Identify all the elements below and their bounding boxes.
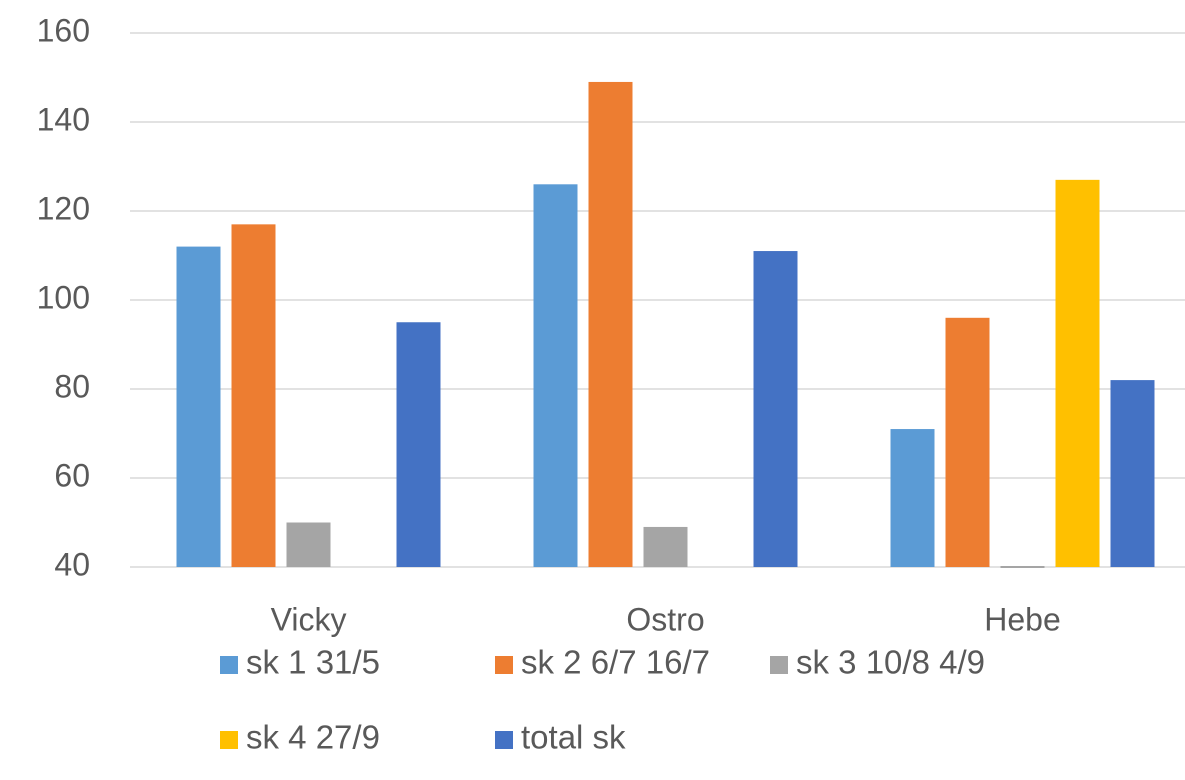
legend-swatch (220, 731, 238, 749)
bar (286, 522, 331, 567)
y-tick-label: 100 (37, 279, 90, 315)
legend-swatch (495, 731, 513, 749)
bar (1055, 179, 1100, 567)
bar (396, 322, 441, 567)
bar (231, 224, 276, 567)
bar (643, 526, 688, 567)
legend-swatch (220, 656, 238, 674)
bar (533, 184, 578, 568)
legend-label: total sk (521, 719, 626, 756)
y-tick-label: 80 (54, 368, 90, 404)
legend-swatch (495, 656, 513, 674)
y-tick-label: 120 (37, 190, 90, 226)
x-tick-label: Hebe (984, 601, 1061, 637)
legend-label: sk 4 27/9 (246, 719, 380, 756)
y-tick-label: 140 (37, 101, 90, 137)
x-tick-label: Ostro (626, 601, 704, 637)
y-tick-label: 60 (54, 457, 90, 493)
legend-label: sk 3 10/8 4/9 (796, 644, 985, 681)
bar (945, 317, 990, 567)
bar (176, 246, 221, 567)
bar (1110, 380, 1155, 567)
y-tick-label: 160 (37, 12, 90, 48)
legend-label: sk 1 31/5 (246, 644, 380, 681)
bar (753, 251, 798, 568)
x-tick-label: Vicky (271, 601, 347, 637)
bar (890, 429, 935, 567)
legend-swatch (770, 656, 788, 674)
y-tick-label: 40 (54, 546, 90, 582)
legend-label: sk 2 6/7 16/7 (521, 644, 710, 681)
bar (588, 81, 633, 567)
